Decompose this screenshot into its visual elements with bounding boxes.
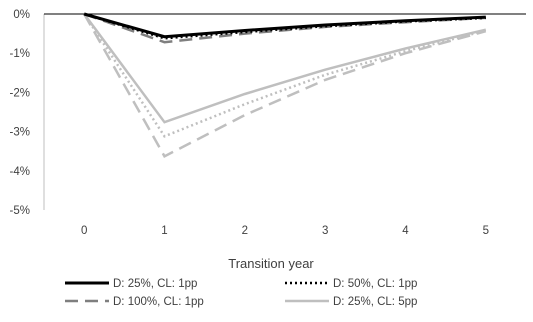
series-line xyxy=(83,12,486,39)
legend-item: D: 25%, CL: 5pp xyxy=(285,296,417,308)
legend-label: D: 50%, CL: 1pp xyxy=(333,278,417,290)
y-tick-label: -5% xyxy=(10,205,30,217)
y-tick-label: -4% xyxy=(10,166,30,178)
series-line xyxy=(83,13,487,124)
legend: D: 25%, CL: 1pp D: 50%, CL: 1pp D: 100%, C… xyxy=(65,278,417,308)
x-tick-label: 4 xyxy=(402,225,409,237)
x-tick-label: 5 xyxy=(483,225,489,237)
x-tick-label: 1 xyxy=(161,225,167,237)
axes: 0% -1% -2% -3% -4% -5% 0 1 2 3 4 5 xyxy=(10,9,526,237)
x-tick-label: 3 xyxy=(322,225,328,237)
y-tick-label: -2% xyxy=(10,87,30,99)
y-tick-label: -3% xyxy=(10,127,30,139)
y-tick-label: 0% xyxy=(13,9,30,21)
x-tick-label: 0 xyxy=(81,225,87,237)
legend-item: D: 100%, CL: 1pp xyxy=(65,296,204,308)
legend-label: D: 25%, CL: 1pp xyxy=(113,278,197,290)
y-tick-label: -1% xyxy=(10,48,30,60)
series-line xyxy=(83,13,487,138)
series-lines xyxy=(83,12,487,158)
legend-item: D: 25%, CL: 1pp xyxy=(65,278,197,290)
legend-label: D: 25%, CL: 5pp xyxy=(333,296,417,308)
legend-label: D: 100%, CL: 1pp xyxy=(113,296,204,308)
x-axis-title: Transition year xyxy=(228,256,314,271)
legend-item: D: 50%, CL: 1pp xyxy=(285,278,417,290)
x-tick-label: 2 xyxy=(242,225,248,237)
